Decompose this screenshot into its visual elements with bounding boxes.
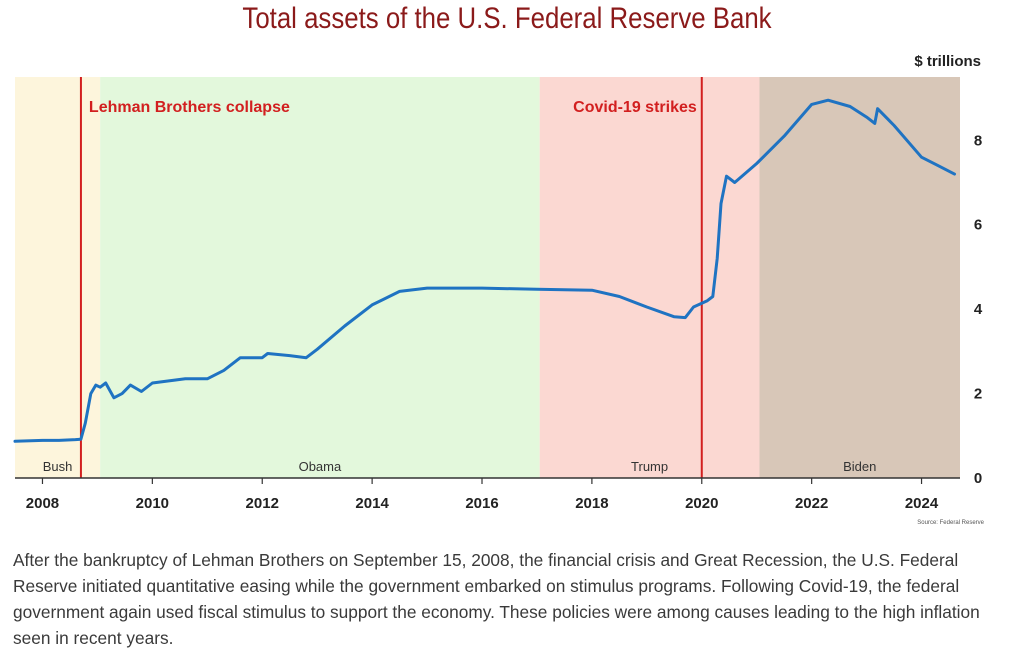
event-label-1: Covid-19 strikes: [573, 99, 697, 116]
x-tick-label: 2014: [355, 495, 389, 512]
x-tick-label: 2022: [795, 495, 828, 512]
axes: 2008 2010 2012 2014 2016 2018 2020 2022 2024 0 2 4 6…: [15, 132, 983, 512]
y-tick-label: 0: [974, 470, 982, 487]
event-label-0: Lehman Brothers collapse: [89, 99, 290, 116]
source-note: Source: Federal Reserve: [917, 520, 984, 526]
y-tick-label: 4: [974, 301, 983, 318]
series-line-0: [13, 98, 956, 443]
x-tick-label: 2008: [26, 495, 59, 512]
event-lines: Lehman Brothers collapse Covid-19 strikes: [79, 77, 703, 478]
caption-text: After the bankruptcy of Lehman Brothers …: [13, 550, 980, 648]
x-tick-label: 2020: [685, 495, 718, 512]
x-tick-label: 2012: [246, 495, 279, 512]
y-tick-label: 6: [974, 217, 982, 234]
era-band-trump: [539, 77, 760, 478]
era-label-obama: Obama: [299, 459, 342, 474]
chart: Bush Obama Trump Biden Lehman Brothers coll…: [13, 53, 985, 526]
x-tick-label: 2010: [136, 495, 169, 512]
series: [13, 98, 956, 443]
era-label-bush: Bush: [43, 459, 73, 474]
era-bands: Bush Obama Trump Biden: [15, 77, 960, 478]
y-axis-label: $ trillions: [914, 53, 981, 70]
x-tick-label: 2018: [575, 495, 608, 512]
era-band-bush: [15, 77, 101, 478]
x-tick-label: 2024: [905, 495, 939, 512]
y-tick-label: 8: [974, 132, 982, 149]
era-band-obama: [100, 77, 540, 478]
era-label-trump: Trump: [631, 459, 668, 474]
y-tick-label: 2: [974, 386, 982, 403]
era-band-biden: [759, 77, 960, 478]
era-label-biden: Biden: [843, 459, 876, 474]
x-tick-label: 2016: [465, 495, 498, 512]
chart-title: Total assets of the U.S. Federal Reserve…: [242, 2, 772, 35]
